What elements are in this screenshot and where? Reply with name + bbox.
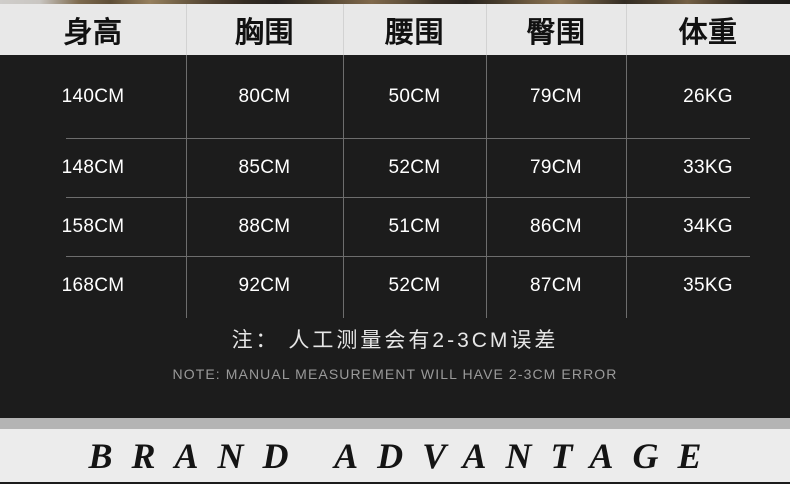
cell-bust: 85CM [238, 156, 291, 178]
table-row: 140CM 80CM 50CM 79CM 26KG [0, 55, 790, 138]
column-header-waist: 腰围 [343, 4, 486, 55]
cell-hip: 86CM [530, 215, 582, 237]
column-divider [626, 55, 627, 318]
cell-height: 140CM [61, 85, 125, 107]
cell-waist: 52CM [388, 156, 441, 178]
column-header-hip: 臀围 [486, 4, 626, 55]
brand-advantage-title: BRAND ADVANTAGE [88, 435, 721, 476]
cell-height: 148CM [61, 156, 125, 178]
column-header-bust: 胸围 [186, 4, 343, 55]
cell-hip: 79CM [530, 85, 582, 107]
row-divider [66, 197, 750, 198]
cell-bust: 80CM [238, 85, 291, 107]
note-english: NOTE: MANUAL MEASUREMENT WILL HAVE 2-3CM… [172, 366, 618, 382]
column-header-height: 身高 [63, 16, 123, 49]
cell-height: 158CM [61, 215, 125, 237]
cell-bust: 88CM [238, 215, 291, 237]
section-divider-band [0, 418, 790, 429]
column-divider [186, 55, 187, 318]
bottom-edge [0, 482, 790, 484]
table-row: 168CM 92CM 52CM 87CM 35KG [0, 256, 790, 315]
cell-height: 168CM [61, 274, 125, 296]
note-chinese: 注： 人工测量会有2-3CM误差 [231, 329, 559, 352]
table-row: 148CM 85CM 52CM 79CM 33KG [0, 138, 790, 197]
table-body: 140CM 80CM 50CM 79CM 26KG 148CM 85CM 52C… [0, 55, 790, 318]
cell-weight: 35KG [683, 274, 733, 296]
table-row: 158CM 88CM 51CM 86CM 34KG [0, 197, 790, 256]
column-header-weight: 体重 [626, 4, 790, 55]
cell-bust: 92CM [238, 274, 291, 296]
cell-weight: 34KG [683, 215, 733, 237]
cell-hip: 87CM [530, 274, 582, 296]
row-divider [66, 256, 750, 257]
row-divider [66, 138, 750, 139]
cell-weight: 26KG [683, 85, 733, 107]
brand-advantage-banner: BRAND ADVANTAGE [0, 429, 790, 482]
column-divider [343, 55, 344, 318]
top-photo-strip [0, 0, 790, 4]
cell-waist: 52CM [388, 274, 441, 296]
cell-weight: 33KG [683, 156, 733, 178]
cell-waist: 51CM [388, 215, 441, 237]
measurement-note: 注： 人工测量会有2-3CM误差 NOTE: MANUAL MEASUREMEN… [0, 326, 790, 386]
column-divider [486, 55, 487, 318]
cell-hip: 79CM [530, 156, 582, 178]
cell-waist: 50CM [388, 85, 441, 107]
table-header-row: 身高 胸围 腰围 臀围 体重 [0, 4, 790, 55]
